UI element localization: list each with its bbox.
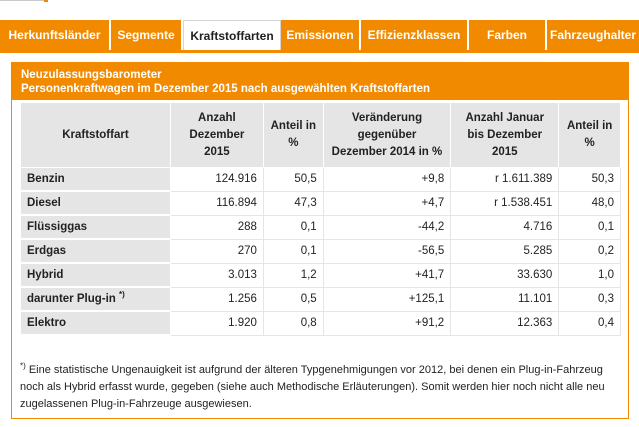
cell-anteil-jahr: 0,4 [558,310,621,336]
footnote-marker: *) [119,290,125,300]
cell-anteil-jahr: 1,0 [558,262,621,288]
cell-anzahl-jahr: 12.363 [450,310,560,336]
cell-anteil: 0,8 [262,310,324,336]
cell-anzahl: 270 [169,238,264,264]
cell-anteil: 0,1 [262,214,324,240]
col-header-anzahl-jahr: Anzahl Januar bis Dezember 2015 [450,102,560,168]
cell-anteil-jahr: 50,3 [558,167,621,192]
footnote: *) Eine statistische Ungenauigkeit ist a… [20,362,621,413]
col-header-veraenderung: Veränderung gegenüber Dezember 2014 in % [322,102,452,168]
tab-underline [0,50,639,53]
table-row: Diesel 116.894 47,3 +4,7 r 1.538.451 48,… [20,190,621,216]
cell-veraenderung: +125,1 [322,286,452,312]
table-header-row: Kraftstoffart Anzahl Dezember 2015 Antei… [20,102,621,168]
cell-anteil: 0,1 [262,238,324,264]
cell-anzahl-jahr: r 1.611.389 [450,167,560,192]
cell-anzahl: 124.916 [169,167,264,192]
table-row: darunter Plug-in *) 1.256 0,5 +125,1 11.… [20,286,621,312]
fuel-type-table: Kraftstoffart Anzahl Dezember 2015 Antei… [20,102,621,336]
tab-bar: Herkunftsländer Segmente Kraftstoffarten… [0,20,639,50]
cell-anteil: 50,5 [262,167,324,192]
cell-anzahl-jahr: 5.285 [450,238,560,264]
table-row: Hybrid 3.013 1,2 +41,7 33.630 1,0 [20,262,621,288]
tab-fahrzeughalter[interactable]: Fahrzeughalter [547,20,639,50]
cell-anzahl-jahr: 11.101 [450,286,560,312]
top-divider [0,0,46,1]
tab-herkunftslaender[interactable]: Herkunftsländer [0,20,111,50]
row-label: Hybrid [20,262,171,288]
cell-anteil: 0,5 [262,286,324,312]
table-row: Elektro 1.920 0,8 +91,2 12.363 0,4 [20,310,621,336]
top-marker [44,0,48,2]
footnote-marker: *) [20,361,26,371]
cell-anzahl: 1.920 [169,310,264,336]
cell-anzahl: 116.894 [169,190,264,216]
table-row: Erdgas 270 0,1 -56,5 5.285 0,2 [20,238,621,264]
tab-farben[interactable]: Farben [469,20,547,50]
col-header-anteil-jahr: Anteil in % [558,102,621,168]
cell-veraenderung: +91,2 [322,310,452,336]
cell-anteil-jahr: 48,0 [558,190,621,216]
cell-veraenderung: +9,8 [322,167,452,192]
cell-veraenderung: +41,7 [322,262,452,288]
cell-anteil-jahr: 0,3 [558,286,621,312]
cell-anzahl: 1.256 [169,286,264,312]
panel-subtitle: Personenkraftwagen im Dezember 2015 nach… [21,83,431,95]
panel-title: Neuzulassungsbarometer [21,69,162,81]
cell-anzahl: 288 [169,214,264,240]
cell-anzahl-jahr: 4.716 [450,214,560,240]
panel-header: Neuzulassungsbarometer Personenkraftwage… [12,63,628,100]
cell-veraenderung: -44,2 [322,214,452,240]
table-row: Flüssiggas 288 0,1 -44,2 4.716 0,1 [20,214,621,240]
footnote-text: Eine statistische Ungenauigkeit ist aufg… [20,364,605,410]
row-label: Elektro [20,310,171,336]
row-label: Diesel [20,190,171,216]
tab-kraftstoffarten[interactable]: Kraftstoffarten [183,20,281,50]
col-header-kraftstoffart: Kraftstoffart [20,102,171,168]
cell-anzahl-jahr: 33.630 [450,262,560,288]
tab-effizienzklassen[interactable]: Effizienzklassen [361,20,469,50]
barometer-panel: Neuzulassungsbarometer Personenkraftwage… [11,62,629,419]
tab-segmente[interactable]: Segmente [111,20,183,50]
col-header-anteil: Anteil in % [262,102,324,168]
tab-emissionen[interactable]: Emissionen [281,20,361,50]
top-strip [0,0,639,5]
cell-anzahl: 3.013 [169,262,264,288]
cell-anteil: 1,2 [262,262,324,288]
cell-veraenderung: +4,7 [322,190,452,216]
row-label: Flüssiggas [20,214,171,240]
cell-anteil-jahr: 0,2 [558,238,621,264]
row-label: Benzin [20,167,171,192]
row-label: Erdgas [20,238,171,264]
cell-anteil: 47,3 [262,190,324,216]
cell-anteil-jahr: 0,1 [558,214,621,240]
col-header-anzahl-dezember: Anzahl Dezember 2015 [169,102,264,168]
cell-anzahl-jahr: r 1.538.451 [450,190,560,216]
table-row: Benzin 124.916 50,5 +9,8 r 1.611.389 50,… [20,167,621,192]
cell-veraenderung: -56,5 [322,238,452,264]
row-label: darunter Plug-in *) [20,286,171,312]
